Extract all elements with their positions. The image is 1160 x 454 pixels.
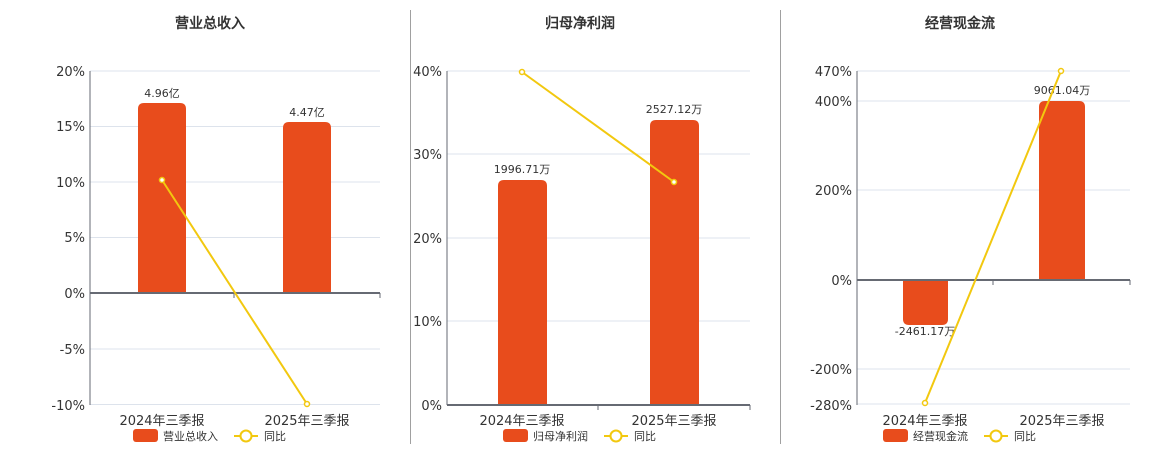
- legend[interactable]: 营业总收入 同比: [133, 429, 286, 443]
- bar-value-label: 4.47亿: [289, 106, 325, 119]
- legend[interactable]: 归母净利润 同比: [503, 429, 656, 443]
- bar-value-label: 2527.12万: [646, 103, 703, 116]
- x-category-label: 2024年三季报: [882, 414, 967, 429]
- legend-line-label: 同比: [264, 430, 286, 443]
- x-category-label: 2024年三季报: [479, 414, 564, 429]
- chart-title: 营业总收入: [175, 15, 245, 32]
- yoy-point[interactable]: [158, 176, 166, 184]
- chart-title: 归母净利润: [545, 15, 615, 32]
- svg-text:30%: 30%: [413, 148, 442, 163]
- gridlines: [447, 70, 750, 322]
- legend-bar-swatch: [133, 429, 158, 442]
- legend[interactable]: 经营现金流 同比: [883, 429, 1036, 443]
- svg-text:-200%: -200%: [810, 363, 852, 378]
- svg-text:-10%: -10%: [51, 399, 85, 414]
- svg-text:200%: 200%: [815, 184, 852, 199]
- yoy-line: [161, 179, 308, 405]
- bar-value-label: 4.96亿: [144, 87, 180, 100]
- legend-line-icon: [239, 429, 253, 443]
- svg-text:10%: 10%: [56, 176, 85, 191]
- svg-text:0%: 0%: [64, 287, 85, 302]
- svg-text:20%: 20%: [56, 65, 85, 80]
- legend-bar-swatch: [883, 429, 908, 442]
- bar-value-label: 1996.71万: [494, 163, 551, 176]
- legend-line-label: 同比: [634, 430, 656, 443]
- svg-text:-280%: -280%: [810, 399, 852, 414]
- bar-2025q3[interactable]: [283, 122, 331, 293]
- yoy-line: [521, 71, 675, 183]
- svg-text:-5%: -5%: [60, 343, 85, 358]
- svg-text:10%: 10%: [413, 315, 442, 330]
- yoy-point[interactable]: [1057, 67, 1065, 75]
- x-category-label: 2024年三季报: [119, 414, 204, 429]
- y-axis-ticks: 20% 15% 10% 5% 0% -5% -10%: [51, 65, 85, 414]
- yoy-point[interactable]: [518, 68, 526, 76]
- yoy-point[interactable]: [303, 400, 311, 408]
- y-axis-ticks: 470% 400% 200% 0% -200% -280%: [810, 65, 852, 414]
- svg-text:5%: 5%: [64, 231, 85, 246]
- x-category-label: 2025年三季报: [1019, 414, 1104, 429]
- legend-bar-label: 经营现金流: [913, 429, 968, 443]
- chart-net-profit: 归母净利润 40% 30% 20% 10% 0% 1996.71万 2527.1…: [400, 0, 780, 450]
- svg-text:470%: 470%: [815, 65, 852, 80]
- chart-revenue: 营业总收入 20% 15% 10% 5% 0% -5% -10% 4.96亿 4…: [0, 0, 400, 450]
- svg-text:0%: 0%: [421, 399, 442, 414]
- bar-2025q3[interactable]: [1039, 101, 1085, 280]
- bar-2024q3[interactable]: [138, 103, 186, 293]
- bar-2024q3[interactable]: [498, 180, 547, 405]
- bar-2025q3[interactable]: [650, 120, 699, 405]
- bar-value-label: 9061.04万: [1034, 84, 1091, 97]
- chart-net-profit-svg: 归母净利润 40% 30% 20% 10% 0% 1996.71万 2527.1…: [413, 15, 751, 443]
- x-category-label: 2025年三季报: [631, 414, 716, 429]
- svg-text:400%: 400%: [815, 95, 852, 110]
- legend-line-icon: [609, 429, 623, 443]
- gridlines: [90, 70, 380, 405]
- svg-text:20%: 20%: [413, 232, 442, 247]
- gridlines: [857, 70, 1130, 405]
- yoy-point[interactable]: [921, 399, 929, 407]
- chart-title: 经营现金流: [925, 15, 995, 32]
- legend-bar-label: 营业总收入: [163, 429, 218, 443]
- svg-text:0%: 0%: [831, 274, 852, 289]
- legend-line-icon: [989, 429, 1003, 443]
- bar-2024q3[interactable]: [903, 280, 948, 325]
- chart-operating-cashflow-svg: 经营现金流 470% 400% 200% 0% -200% -280% -246…: [810, 15, 1131, 443]
- yoy-line: [924, 70, 1062, 404]
- legend-line-label: 同比: [1014, 430, 1036, 443]
- panel-divider: [780, 10, 781, 444]
- legend-bar-label: 归母净利润: [533, 429, 588, 443]
- x-category-label: 2025年三季报: [264, 414, 349, 429]
- chart-operating-cashflow: 经营现金流 470% 400% 200% 0% -200% -280% -246…: [780, 0, 1160, 450]
- chart-revenue-svg: 营业总收入 20% 15% 10% 5% 0% -5% -10% 4.96亿 4…: [51, 15, 381, 443]
- legend-bar-swatch: [503, 429, 528, 442]
- panel-divider: [410, 10, 411, 444]
- bar-value-label: -2461.17万: [895, 325, 955, 338]
- svg-text:40%: 40%: [413, 65, 442, 80]
- svg-text:15%: 15%: [56, 120, 85, 135]
- y-axis-ticks: 40% 30% 20% 10% 0%: [413, 65, 442, 414]
- yoy-point[interactable]: [670, 178, 678, 186]
